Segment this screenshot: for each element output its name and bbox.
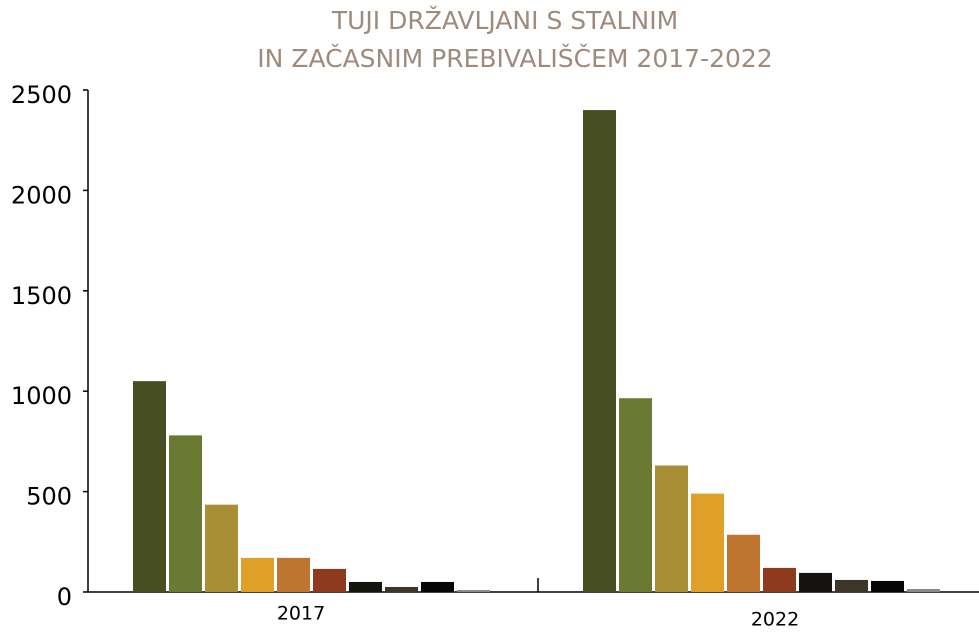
bar [457, 589, 490, 592]
y-tick-label: 1500 [11, 282, 72, 310]
bar [277, 557, 310, 592]
bar [727, 534, 760, 592]
bar [691, 493, 724, 592]
y-tick-label: 2000 [11, 181, 72, 209]
chart-title: TUJI DRŽAVLJANI S STALNIM [331, 6, 678, 35]
bar [799, 572, 832, 592]
bar [655, 465, 688, 592]
bar [583, 110, 616, 592]
bar [907, 588, 940, 592]
x-tick-label: 2022 [751, 609, 799, 629]
bar [313, 568, 346, 592]
bar [763, 567, 796, 592]
y-tick-label: 1000 [11, 382, 72, 410]
bar [133, 381, 166, 592]
bar [241, 557, 274, 592]
bar [871, 580, 904, 592]
y-tick-label: 0 [57, 583, 72, 611]
bar [205, 504, 238, 592]
chart-title: IN ZAČASNIM PREBIVALIŠČEM 2017-2022 [257, 43, 772, 73]
y-tick-label: 500 [26, 483, 72, 511]
bar [349, 581, 382, 592]
y-tick-label: 2500 [11, 81, 72, 109]
bar [421, 581, 454, 592]
bar [619, 398, 652, 592]
bar [835, 579, 868, 592]
bar [385, 586, 418, 592]
x-tick-label: 2017 [277, 603, 325, 625]
bar [169, 435, 202, 592]
